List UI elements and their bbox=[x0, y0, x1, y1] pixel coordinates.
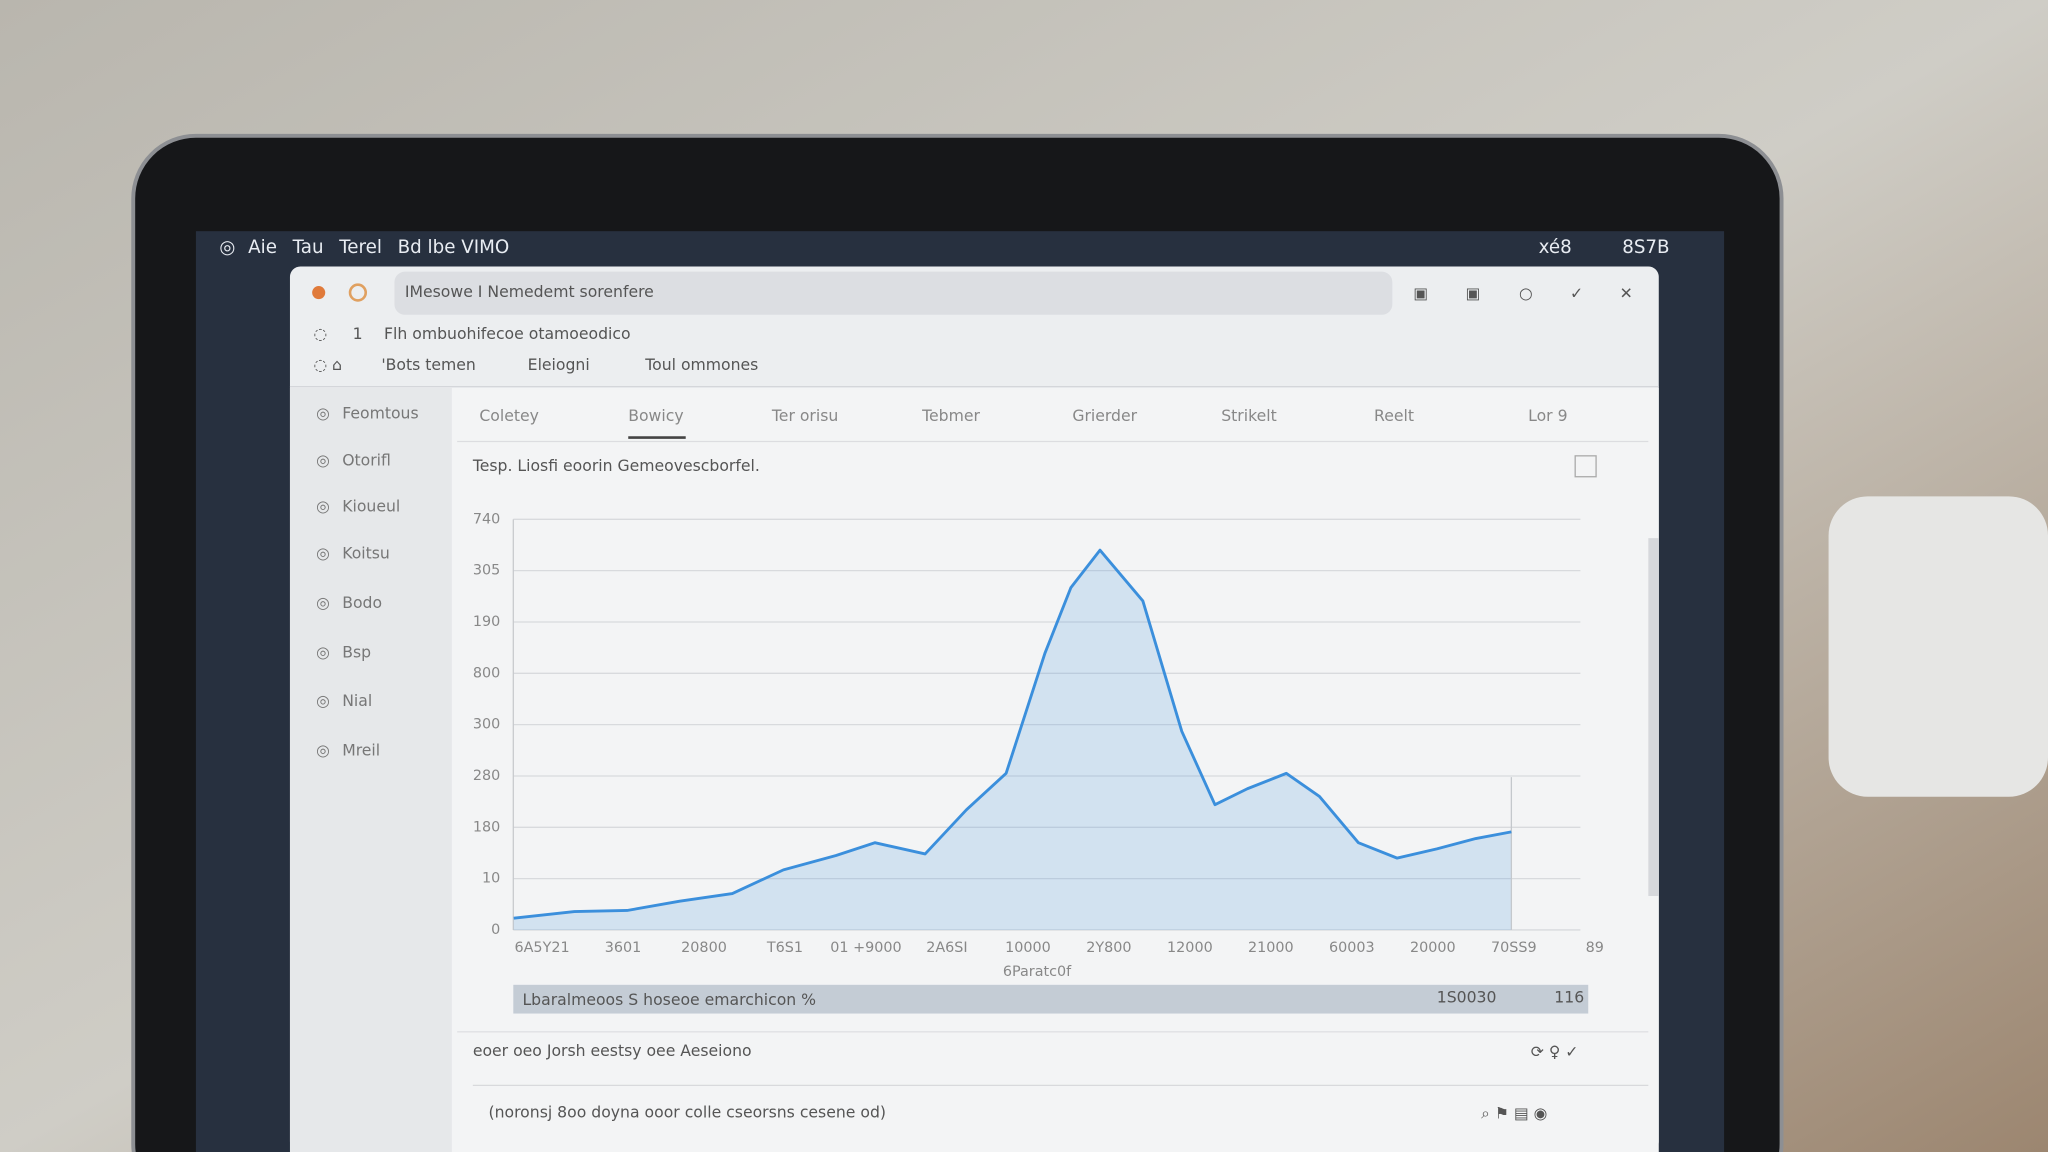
icons[interactable]: ⌕ ⚑ ▤ ◉ bbox=[1481, 1104, 1547, 1123]
menu-item[interactable]: Aie bbox=[248, 237, 277, 258]
sidebar-item[interactable]: Feomtous bbox=[342, 404, 418, 423]
area bbox=[513, 550, 1512, 930]
toolbar-button[interactable]: Toul ommones bbox=[644, 355, 758, 374]
scrollbar[interactable] bbox=[1648, 538, 1659, 896]
x-tick-label: T6S1 bbox=[766, 940, 803, 956]
sidebar-item[interactable]: Mreil bbox=[342, 741, 380, 760]
status-item: xé8 bbox=[1539, 237, 1572, 258]
sidebar-icon: ◎ bbox=[316, 543, 330, 562]
sidebar-icon: ◎ bbox=[316, 451, 330, 470]
x-tick-label: 60003 bbox=[1329, 940, 1375, 956]
y-tick-label: 800 bbox=[473, 665, 500, 681]
menu-item[interactable]: Terel bbox=[338, 237, 382, 258]
sidebar-icon: ◎ bbox=[316, 404, 330, 423]
menu-item[interactable]: Tau bbox=[292, 237, 324, 258]
status-item: 8S7B bbox=[1622, 237, 1669, 258]
icon[interactable]: ○ bbox=[1519, 283, 1533, 302]
y-tick-label: 300 bbox=[473, 717, 500, 733]
x-tick-label: 20000 bbox=[1410, 940, 1456, 956]
x-tick-label: 6A5Y21 bbox=[514, 940, 569, 956]
sidebar-item[interactable]: Bodo bbox=[342, 593, 382, 612]
range-value: 1S0030 bbox=[1437, 987, 1497, 1006]
close-button[interactable]: ✕ bbox=[1620, 283, 1633, 302]
sidebar-item[interactable]: Koitsu bbox=[342, 543, 390, 562]
toolbar-text: Flh ombuohifecoe otamoeodico bbox=[384, 324, 631, 343]
range-bar[interactable] bbox=[513, 984, 1589, 1014]
sidebar-icon: ◎ bbox=[316, 643, 330, 662]
tab[interactable]: Lor 9 bbox=[1528, 406, 1567, 425]
content bbox=[451, 387, 1659, 1152]
sidebar-item[interactable]: Otorifl bbox=[342, 451, 391, 470]
icon[interactable]: ▣ bbox=[1413, 283, 1428, 302]
tab[interactable]: Ter orisu bbox=[771, 406, 838, 425]
sidebar-item[interactable]: Bsp bbox=[342, 643, 371, 662]
sidebar-icon: ◎ bbox=[316, 741, 330, 760]
tab[interactable]: Strikelt bbox=[1221, 406, 1277, 425]
toolbar-text: 1 bbox=[353, 324, 363, 343]
x-tick-label: 10000 bbox=[1005, 940, 1051, 956]
window-close-dot[interactable] bbox=[312, 286, 326, 300]
y-tick-label: 190 bbox=[473, 614, 500, 630]
y-tick-label: 280 bbox=[473, 768, 500, 784]
menu-item[interactable]: Bd lbe VIMO bbox=[398, 237, 510, 258]
sidebar-icon: ◎ bbox=[316, 496, 330, 515]
range-value: 116 bbox=[1554, 987, 1584, 1006]
x-tick-label: 2Y800 bbox=[1086, 940, 1131, 956]
sidebar-icon: ◎ bbox=[316, 593, 330, 612]
footer-text: eoer oeo Jorsh eestsy oee Aeseiono bbox=[473, 1041, 752, 1060]
sidebar-item[interactable]: Nial bbox=[342, 691, 372, 710]
x-tick-label: 01 +9000 bbox=[830, 940, 901, 956]
x-tick-label: 3601 bbox=[605, 940, 642, 956]
y-tick-label: 180 bbox=[473, 819, 500, 835]
pot bbox=[1828, 496, 2048, 797]
sidebar-icon: ◎ bbox=[316, 691, 330, 710]
x-tick-label: 2A6SI bbox=[926, 940, 967, 956]
y-tick-label: 10 bbox=[482, 871, 500, 887]
y-tick-label: 0 bbox=[491, 922, 500, 938]
tab[interactable]: Grierder bbox=[1072, 406, 1137, 425]
x-tick-label: 89 bbox=[1586, 940, 1604, 956]
x-tick-label: 20800 bbox=[681, 940, 727, 956]
chart-subtitle: Tesp. Liosfi eoorin Gemeovescborfel. bbox=[472, 456, 760, 475]
toolbar-button[interactable]: 'Bots temen bbox=[381, 355, 475, 374]
chart-menu[interactable] bbox=[1574, 455, 1597, 478]
tab[interactable]: Reelt bbox=[1374, 406, 1414, 425]
tab[interactable]: Bowicy bbox=[628, 406, 683, 425]
line bbox=[513, 548, 1512, 920]
icon[interactable]: ▣ bbox=[1465, 283, 1480, 302]
y-tick-label: 305 bbox=[473, 563, 500, 579]
x-tick-label: 21000 bbox=[1248, 940, 1294, 956]
menu-icon: ◎ bbox=[219, 237, 235, 258]
sidebar-item[interactable]: Kioueul bbox=[342, 496, 400, 515]
x-tick-label: 70SS9 bbox=[1491, 940, 1537, 956]
tab[interactable]: Tebmer bbox=[921, 406, 980, 425]
icons[interactable]: ⟳ ♀ ✓ bbox=[1531, 1042, 1579, 1061]
icon[interactable]: ✓ bbox=[1570, 283, 1583, 302]
input-text[interactable]: (noronsj 8oo doyna ooor colle cseorsns c… bbox=[488, 1102, 886, 1121]
window-title: IMesowe I Nemedemt sorenfere bbox=[405, 282, 654, 301]
icon: ◌ ⌂ bbox=[313, 355, 342, 374]
tab[interactable]: Coletey bbox=[479, 406, 539, 425]
y-tick-label: 740 bbox=[473, 511, 500, 527]
sidebar bbox=[289, 387, 452, 1152]
icon: ◌ bbox=[313, 324, 327, 343]
window-dot[interactable] bbox=[348, 283, 368, 302]
x-axis-label: 6Paratc0f bbox=[1003, 964, 1072, 980]
toolbar-button[interactable]: Eleiogni bbox=[528, 355, 590, 374]
x-tick-label: 12000 bbox=[1167, 940, 1213, 956]
address-bar[interactable] bbox=[394, 271, 1393, 315]
range-label: Lbaralmeoos S hoseoe emarchicon % bbox=[522, 990, 816, 1009]
